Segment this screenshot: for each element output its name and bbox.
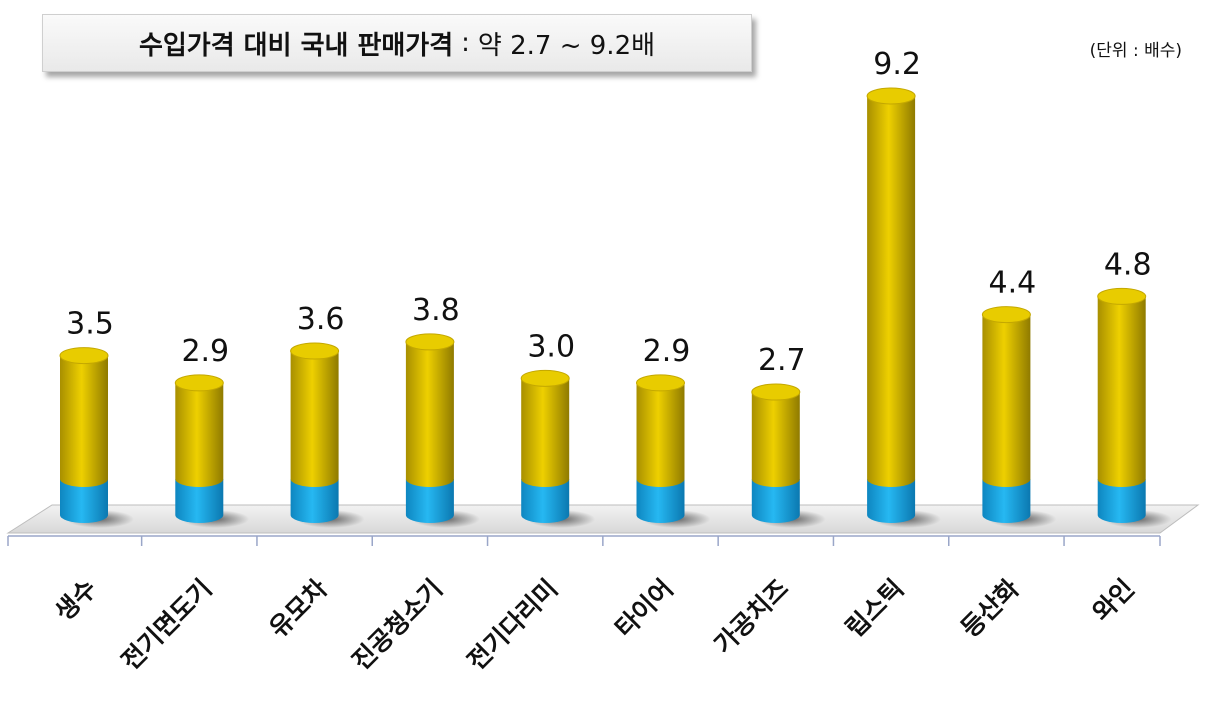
bars-layer	[59, 87, 1172, 528]
bar-top-cap	[636, 374, 685, 392]
data-label: 3.8	[412, 293, 460, 328]
category-label: 생수	[49, 574, 102, 627]
category-label: 와인	[1087, 574, 1140, 627]
category-label: 전기다리미	[462, 574, 564, 676]
bar-base-segment	[636, 479, 685, 523]
bar-top-cap	[751, 383, 801, 401]
bar-body	[751, 392, 800, 487]
bar	[520, 369, 596, 528]
bar-body	[175, 382, 224, 487]
data-label: 9.2	[873, 47, 921, 82]
bar-base-segment	[867, 479, 916, 523]
bar-top-cap	[405, 333, 455, 351]
bar-base-segment	[1097, 479, 1146, 523]
bar-base-segment	[290, 479, 339, 523]
data-label: 2.7	[758, 343, 806, 378]
bar-base-segment	[405, 479, 454, 523]
data-label: 3.0	[527, 329, 575, 364]
bar-top-cap	[866, 87, 916, 105]
bar	[174, 374, 250, 528]
bar	[981, 306, 1057, 528]
chart-title-main: 수입가격 대비 국내 판매가격	[138, 30, 454, 61]
bar-top-cap	[59, 347, 109, 365]
bar-top-cap	[981, 306, 1031, 324]
bar-body	[636, 382, 685, 487]
unit-label: (단위 : 배수)	[1089, 41, 1182, 61]
bar-body	[290, 351, 339, 487]
bar-base-segment	[60, 479, 108, 523]
data-label: 3.5	[66, 307, 114, 342]
bar	[59, 347, 134, 528]
data-label: 4.4	[989, 266, 1037, 301]
bar-top-cap	[520, 369, 570, 387]
category-label: 진공청소기	[346, 574, 448, 676]
category-label: 타이어	[609, 574, 678, 643]
bar-base-segment	[751, 479, 800, 523]
bar-body	[405, 341, 454, 487]
data-labels-layer: 3.5 2.9 3.6 3.8 3.0 2.9 2.7 9.2 4.4 4.8	[66, 47, 1151, 378]
bar-base-segment	[982, 479, 1031, 523]
bar-base-segment	[175, 479, 224, 523]
chart-title-separator: :	[461, 28, 470, 58]
bar-top-cap	[1097, 287, 1147, 305]
data-label: 4.8	[1104, 247, 1152, 282]
bar	[405, 333, 480, 528]
chart-title-box: 수입가격 대비 국내 판매가격 : 약 2.7 ~ 9.2배	[42, 14, 752, 72]
category-label: 립스틱	[840, 574, 909, 643]
bar-body	[982, 314, 1031, 487]
data-label: 2.9	[181, 334, 229, 369]
bar	[1097, 287, 1172, 528]
bar-top-cap	[174, 374, 224, 392]
bar-body	[60, 355, 108, 487]
data-label: 3.6	[297, 302, 345, 337]
bar	[290, 342, 365, 528]
bar-base-segment	[521, 479, 570, 523]
bar-body	[1097, 296, 1146, 487]
bar-body	[521, 378, 570, 487]
category-label: 등산화	[955, 574, 1024, 643]
category-label: 가공치즈	[708, 574, 794, 660]
chart-title-range: 약 2.7 ~ 9.2배	[477, 30, 656, 61]
category-labels-layer: 생수 전기면도기 유모차 진공청소기 전기다리미 타이어 가공치즈 립스틱 등산화 와인	[49, 574, 1140, 676]
category-label: 유모차	[264, 574, 333, 643]
bar-body	[867, 96, 916, 487]
data-label: 2.9	[643, 334, 691, 369]
category-label: 전기면도기	[116, 574, 218, 676]
bar-top-cap	[290, 342, 340, 360]
bar	[751, 383, 826, 528]
bar	[636, 374, 711, 528]
bar	[866, 87, 942, 528]
